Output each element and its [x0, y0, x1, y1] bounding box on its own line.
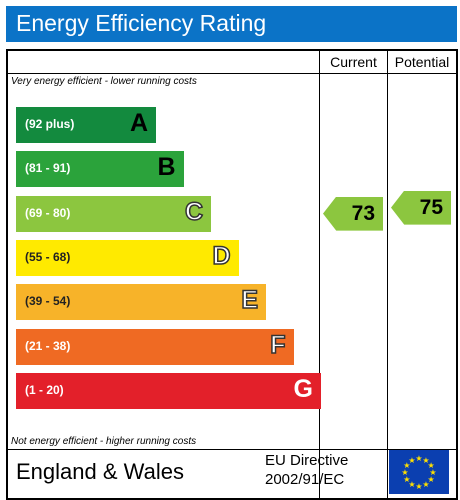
rating-frame: Current Potential Very energy efficient … — [6, 49, 458, 500]
band-e: (39 - 54) E — [16, 284, 266, 321]
current-column-divider — [319, 51, 320, 498]
current-rating-value: 73 — [351, 201, 375, 225]
band-c-letter: C — [184, 197, 204, 227]
eu-star: ★ — [422, 456, 429, 465]
eu-star: ★ — [408, 480, 415, 489]
top-caption: Very energy efficient - lower running co… — [11, 76, 197, 87]
band-a-letter: A — [129, 109, 148, 137]
current-rating-arrow: 73 — [323, 196, 383, 231]
band-b-letter: B — [157, 153, 176, 182]
current-header: Current — [330, 54, 377, 70]
directive-line-2: 2002/91/EC — [265, 471, 345, 488]
band-d: (55 - 68) D — [16, 239, 239, 276]
band-b-range: (81 - 91) — [25, 161, 71, 176]
potential-rating-value: 75 — [419, 195, 443, 219]
eu-star: ★ — [401, 468, 408, 477]
eu-star: ★ — [428, 461, 435, 470]
potential-header: Potential — [394, 54, 450, 70]
eu-star: ★ — [415, 482, 422, 491]
band-e-letter: E — [241, 285, 259, 315]
chart-title: Energy Efficiency Rating — [16, 10, 267, 36]
band-g-range: (1 - 20) — [25, 382, 64, 397]
band-f-letter: F — [269, 330, 286, 360]
band-c-range: (69 - 80) — [25, 205, 71, 220]
band-a-range: (92 plus) — [25, 117, 75, 131]
footer-directive: EU Directive 2002/91/EC — [265, 451, 348, 489]
band-a: (92 plus) A — [16, 107, 156, 143]
eu-star: ★ — [403, 461, 410, 470]
band-d-letter: D — [212, 241, 232, 271]
potential-rating-arrow: 75 — [391, 190, 451, 225]
band-b: (81 - 91) B — [16, 151, 184, 188]
potential-column-divider — [387, 51, 388, 498]
directive-line-1: EU Directive — [265, 452, 349, 469]
band-f-range: (21 - 38) — [25, 338, 71, 353]
footer-divider — [8, 449, 456, 450]
band-d-range: (55 - 68) — [25, 249, 71, 264]
eu-star: ★ — [415, 454, 422, 463]
eu-star: ★ — [428, 475, 435, 484]
band-g-letter: G — [293, 374, 313, 403]
band-f: (21 - 38) F — [16, 328, 294, 365]
eu-stars: ★ ★★★★★★★★★★★ — [401, 454, 436, 491]
eu-star: ★ — [422, 480, 429, 489]
footer-region: England & Wales — [16, 459, 184, 484]
eu-star: ★ — [429, 468, 436, 477]
bottom-caption: Not energy efficient - higher running co… — [11, 436, 197, 447]
title-bar: Energy Efficiency Rating — [6, 6, 457, 42]
band-c: (69 - 80) C — [16, 195, 211, 232]
eu-star: ★ — [403, 475, 410, 484]
band-e-range: (39 - 54) — [25, 294, 71, 309]
band-g: (1 - 20) G — [16, 372, 321, 409]
eu-flag-icon: ★ ★ ★ ★ ★ ★ ★ ★ ★ ★ ★ ★ — [389, 450, 449, 494]
header-divider — [8, 73, 456, 74]
eu-star: ★ — [408, 456, 415, 465]
